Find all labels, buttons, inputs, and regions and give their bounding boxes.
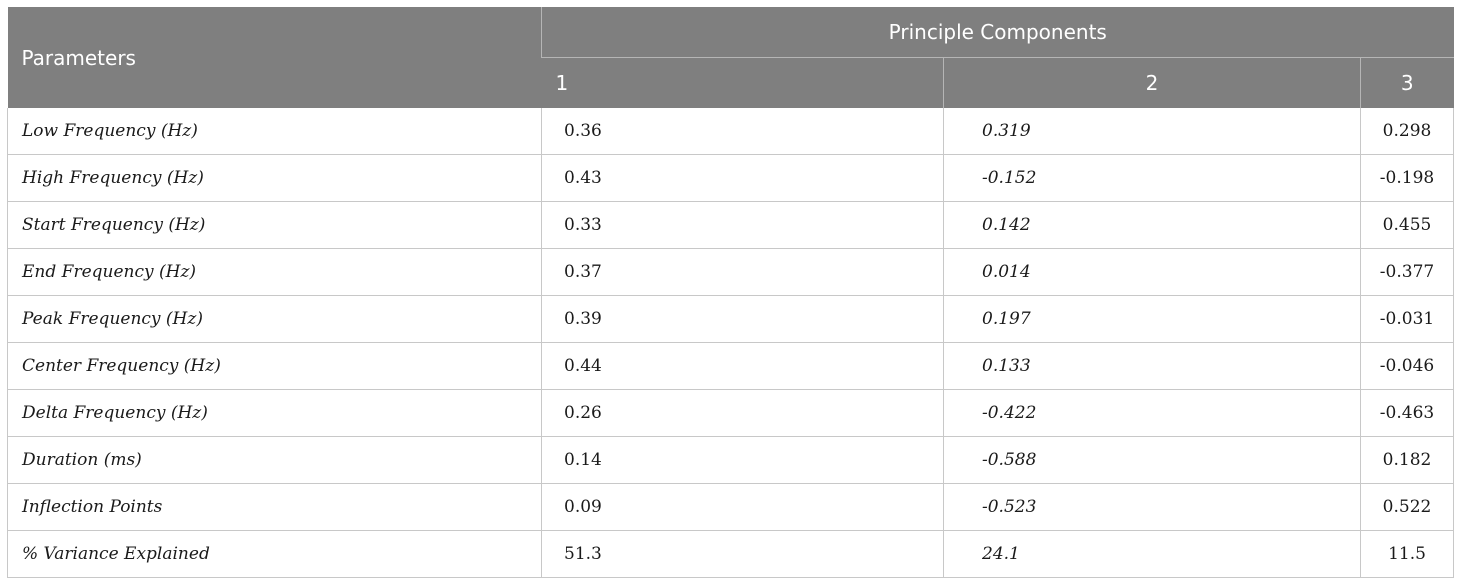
table-row: Low Frequency (Hz) 0.36 0.319 0.298 xyxy=(7,108,1455,155)
pc3-cell: 11.5 xyxy=(1359,530,1455,578)
pc2-cell: -0.523 xyxy=(943,483,1361,531)
variance-explained-row: % Variance Explained 51.3 24.1 11.5 xyxy=(7,530,1455,578)
table-body: Low Frequency (Hz) 0.36 0.319 0.298 High… xyxy=(7,108,1455,578)
pc1-cell: 0.39 xyxy=(541,295,944,343)
pc2-cell: -0.152 xyxy=(943,154,1361,202)
table-row: Start Frequency (Hz) 0.33 0.142 0.455 xyxy=(7,201,1455,249)
component-1-header: 1 xyxy=(541,57,944,108)
parameters-header: Parameters xyxy=(7,7,542,108)
pc2-cell: -0.588 xyxy=(943,436,1361,484)
component-3-header: 3 xyxy=(1359,57,1454,108)
pc1-cell: 0.36 xyxy=(541,108,944,155)
pc3-cell: -0.046 xyxy=(1359,342,1455,390)
pca-table-container: Parameters Principle Components 1 2 3 Lo… xyxy=(7,7,1455,578)
pc2-cell: 0.197 xyxy=(943,295,1361,343)
parameter-cell: Low Frequency (Hz) xyxy=(7,108,542,155)
table-row: Peak Frequency (Hz) 0.39 0.197 -0.031 xyxy=(7,295,1455,343)
pc1-cell: 0.44 xyxy=(541,342,944,390)
table-header: Parameters Principle Components 1 2 3 xyxy=(7,7,1454,108)
table-row: End Frequency (Hz) 0.37 0.014 -0.377 xyxy=(7,248,1455,296)
table-row: Duration (ms) 0.14 -0.588 0.182 xyxy=(7,436,1455,484)
pc1-cell: 0.26 xyxy=(541,389,944,437)
pc2-cell: 0.133 xyxy=(943,342,1361,390)
parameter-cell: Duration (ms) xyxy=(7,436,542,484)
principle-components-header: Principle Components xyxy=(540,7,1454,58)
table-row: Inflection Points 0.09 -0.523 0.522 xyxy=(7,483,1455,531)
table-row: Delta Frequency (Hz) 0.26 -0.422 -0.463 xyxy=(7,389,1455,437)
pc3-cell: -0.377 xyxy=(1359,248,1455,296)
pc2-cell: 0.014 xyxy=(943,248,1361,296)
parameter-cell: Peak Frequency (Hz) xyxy=(7,295,542,343)
pc2-cell: 0.142 xyxy=(943,201,1361,249)
pc3-cell: -0.031 xyxy=(1359,295,1455,343)
pc1-cell: 51.3 xyxy=(541,530,944,578)
component-2-header: 2 xyxy=(943,57,1361,108)
parameter-cell: Start Frequency (Hz) xyxy=(7,201,542,249)
pc1-cell: 0.14 xyxy=(541,436,944,484)
pc2-cell: 0.319 xyxy=(943,108,1361,155)
pc1-cell: 0.43 xyxy=(541,154,944,202)
pc3-cell: 0.182 xyxy=(1359,436,1455,484)
table-row: High Frequency (Hz) 0.43 -0.152 -0.198 xyxy=(7,154,1455,202)
pc2-cell: 24.1 xyxy=(943,530,1361,578)
pc1-cell: 0.37 xyxy=(541,248,944,296)
pc3-cell: 0.298 xyxy=(1359,108,1455,155)
parameter-cell: Center Frequency (Hz) xyxy=(7,342,542,390)
pc1-cell: 0.33 xyxy=(541,201,944,249)
parameter-cell: Inflection Points xyxy=(7,483,542,531)
table-row: Center Frequency (Hz) 0.44 0.133 -0.046 xyxy=(7,342,1455,390)
pc3-cell: -0.198 xyxy=(1359,154,1455,202)
pc3-cell: -0.463 xyxy=(1359,389,1455,437)
parameter-cell: Delta Frequency (Hz) xyxy=(7,389,542,437)
pc1-cell: 0.09 xyxy=(541,483,944,531)
parameter-cell: High Frequency (Hz) xyxy=(7,154,542,202)
parameter-cell: % Variance Explained xyxy=(7,530,542,578)
pc2-cell: -0.422 xyxy=(943,389,1361,437)
parameter-cell: End Frequency (Hz) xyxy=(7,248,542,296)
pc3-cell: 0.522 xyxy=(1359,483,1455,531)
pca-loadings-table: Parameters Principle Components 1 2 3 Lo… xyxy=(7,7,1455,578)
pc3-cell: 0.455 xyxy=(1359,201,1455,249)
